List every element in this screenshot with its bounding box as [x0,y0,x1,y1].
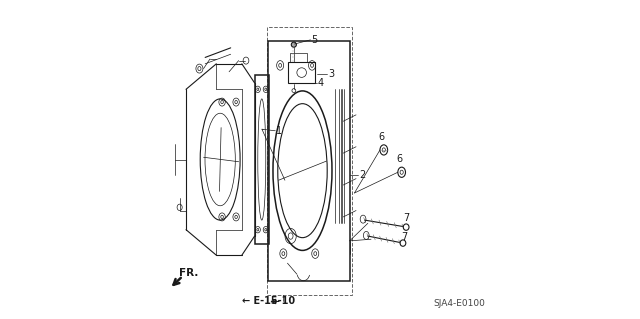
Bar [268,41,349,281]
Text: SJA4-E0100: SJA4-E0100 [433,299,485,308]
Text: 7: 7 [401,232,408,242]
Text: FR.: FR. [179,268,198,278]
Bar [268,27,352,295]
Text: 6: 6 [378,132,384,142]
Text: 6: 6 [396,154,402,165]
Bar [288,62,316,83]
Text: 5: 5 [312,35,317,45]
Text: 3: 3 [328,69,334,79]
Ellipse shape [291,42,296,47]
Text: 2: 2 [359,170,365,181]
Text: 4: 4 [318,78,324,88]
Text: ← E-15-10: ← E-15-10 [242,296,295,307]
Text: 1: 1 [276,126,282,136]
Bar [290,53,307,62]
Bar [255,75,269,244]
Text: 7: 7 [403,212,410,223]
